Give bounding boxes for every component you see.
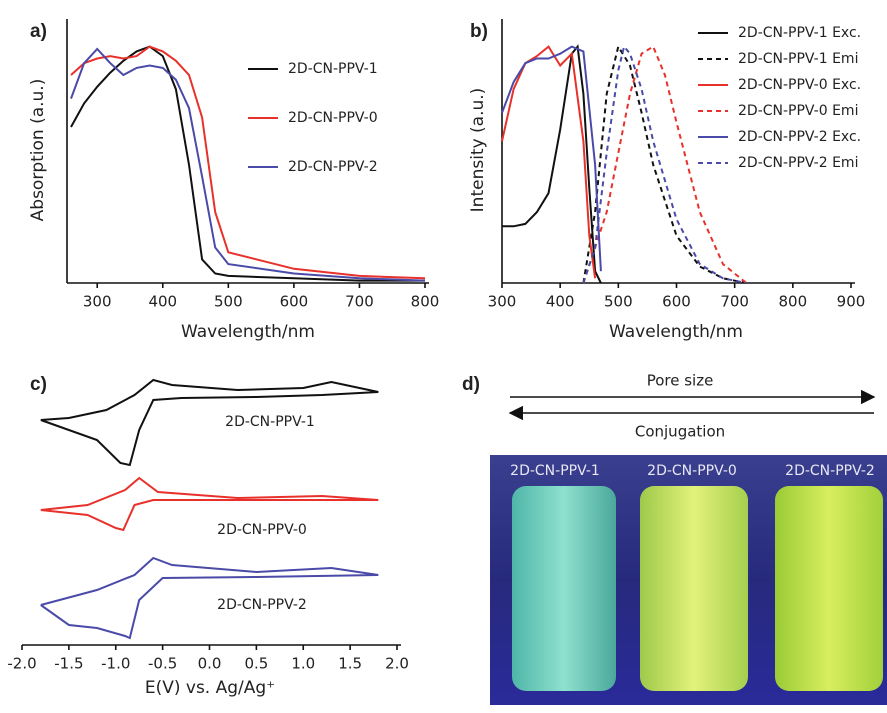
series-label: 2D-CN-PPV-1 [225,414,315,430]
x-tick-label: 500 [214,293,243,311]
series-line [502,44,602,284]
series-line [582,44,747,284]
panel-label: c) [30,374,47,395]
x-axis-title: Wavelength/nm [181,322,315,342]
x-tick-label: 600 [662,293,691,311]
x-tick-label: 0.0 [198,655,222,673]
legend-label: 2D-CN-PPV-0 Exc. [738,77,861,93]
x-axis-title: E(V) vs. Ag/Ag⁺ [145,678,275,698]
legend-label: 2D-CN-PPV-2 Exc. [738,129,861,145]
x-tick-label: 300 [488,293,517,311]
legend-label: 2D-CN-PPV-0 Emi [738,103,858,119]
x-tick-label: 2.0 [385,655,409,673]
series-line [582,44,747,284]
x-tick-label: 1.5 [338,655,362,673]
panel-label: d) [462,374,480,395]
x-tick-label: 0.5 [244,655,268,673]
legend-label: 2D-CN-PPV-2 [288,159,378,175]
x-tick-label: 600 [280,293,309,311]
series-line [582,45,747,284]
arrow-label: Pore size [647,372,714,390]
legend-label: 2D-CN-PPV-1 Exc. [738,25,861,41]
x-tick-label: 700 [720,293,749,311]
panel-label: b) [470,21,488,42]
x-tick-label: -1.5 [54,655,83,673]
x-tick-label: -1.0 [101,655,130,673]
x-tick-label: 500 [604,293,633,311]
x-axis-title: Wavelength/nm [609,322,743,342]
legend-label: 2D-CN-PPV-0 [288,110,378,126]
x-tick-label: 700 [345,293,374,311]
series-line [501,45,602,272]
y-axis-title: Absorption (a.u.) [28,79,48,222]
series-line [70,47,426,282]
arrow-label: Conjugation [635,423,725,441]
x-tick-label: 900 [837,293,866,311]
vial-label: 2D-CN-PPV-2 [785,463,875,479]
x-tick-label: -0.5 [148,655,177,673]
series-label: 2D-CN-PPV-2 [217,597,307,613]
vial-label: 2D-CN-PPV-1 [510,463,600,479]
series-label: 2D-CN-PPV-0 [217,522,307,538]
x-tick-label: 400 [148,293,177,311]
vial-label: 2D-CN-PPV-0 [647,463,737,479]
y-axis-title: Intensity (a.u.) [468,88,488,213]
photo-panel: d) Pore size Conjugation 2D-CN-PPV-1 2D-… [462,372,887,705]
x-tick-label: 800 [779,293,808,311]
vial [512,486,616,691]
series-line [40,556,379,640]
vial [775,486,883,691]
series-line [40,378,379,467]
vial [640,486,748,691]
x-tick-label: 400 [546,293,575,311]
series-line [40,476,379,532]
x-tick-label: 300 [83,293,112,311]
panel-label: a) [30,21,47,42]
x-tick-label: 1.0 [291,655,315,673]
x-tick-label: -2.0 [7,655,36,673]
legend-label: 2D-CN-PPV-1 Emi [738,51,858,67]
legend-label: 2D-CN-PPV-1 [288,61,378,77]
x-tick-label: 800 [411,293,440,311]
legend-label: 2D-CN-PPV-2 Emi [738,155,858,171]
